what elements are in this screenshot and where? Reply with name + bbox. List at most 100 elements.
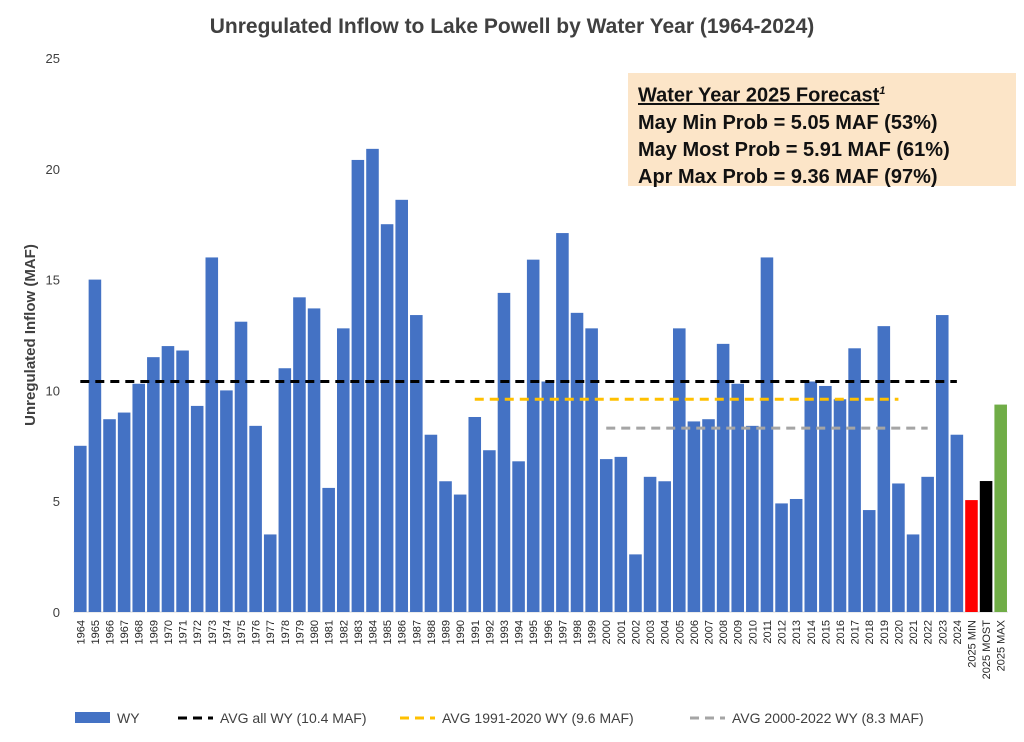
- x-tick-label: 2017: [850, 620, 862, 644]
- forecast-min-line: May Min Prob = 5.05 MAF (53%): [638, 111, 938, 134]
- bar-1990: [453, 494, 467, 612]
- bar-1997: [556, 233, 569, 612]
- bar-2022: [921, 476, 934, 612]
- bar-1978: [278, 368, 292, 612]
- x-tick-label: 1977: [265, 620, 277, 644]
- x-tick-label: 2019: [879, 620, 891, 644]
- x-tick-label: 1992: [484, 620, 496, 644]
- bar-1973: [205, 257, 219, 612]
- x-tick-label: 1966: [105, 620, 117, 644]
- x-tick-label: 1984: [367, 620, 379, 644]
- forecast-most-line: May Most Prob = 5.91 MAF (61%): [638, 138, 950, 161]
- x-tick-label: 1975: [236, 620, 248, 644]
- y-tick-label: 0: [53, 605, 60, 620]
- bar-1996: [541, 381, 555, 612]
- bar-2021: [906, 534, 920, 612]
- y-tick-label: 15: [46, 273, 60, 288]
- bar-1972: [190, 405, 204, 612]
- bar-2010: [746, 425, 759, 612]
- y-axis-label: Unregulated Inflow (MAF): [22, 244, 39, 426]
- bar-1967: [117, 412, 131, 612]
- bar-2003: [643, 476, 657, 612]
- y-tick-label: 10: [46, 383, 60, 398]
- bar-1966: [103, 419, 116, 612]
- bar-1985: [380, 224, 394, 612]
- x-tick-label: 1996: [543, 620, 555, 644]
- x-tick-label: 1971: [178, 620, 190, 644]
- bar-1969: [147, 357, 160, 612]
- bar-2002: [629, 554, 642, 612]
- x-tick-label: 2025 MIN: [966, 620, 978, 668]
- legend-swatch-0: [75, 712, 110, 723]
- x-tick-label: 1978: [280, 620, 292, 644]
- bar-2016: [833, 399, 847, 612]
- bar-2000: [599, 459, 613, 612]
- bar-1980: [307, 308, 321, 612]
- x-tick-label: 1990: [455, 620, 467, 644]
- x-tick-label: 1965: [90, 620, 102, 644]
- bar-1989: [439, 481, 452, 612]
- x-tick-label: 2007: [704, 620, 716, 644]
- bar-1998: [570, 312, 584, 612]
- x-tick-label: 2009: [733, 620, 745, 644]
- bar-2011: [760, 257, 774, 612]
- bar-2004: [658, 481, 671, 612]
- x-tick-label: 2018: [864, 620, 876, 644]
- x-tick-label: 1986: [397, 620, 409, 644]
- bar-1976: [249, 425, 262, 612]
- bar-1991: [468, 416, 482, 612]
- bar-2007: [702, 419, 715, 612]
- forecast-bar-2025-max: [994, 404, 1007, 612]
- bar-2017: [848, 348, 861, 612]
- bar-1964: [74, 445, 87, 612]
- x-tick-label: 2021: [908, 620, 920, 644]
- x-tick-label: 1991: [470, 620, 482, 644]
- x-tick-label: 2004: [660, 620, 672, 644]
- bar-2014: [804, 381, 818, 612]
- x-tick-label: 2000: [601, 620, 613, 644]
- x-tick-label: 2025 MAX: [996, 619, 1008, 671]
- x-tick-label: 1968: [134, 620, 146, 644]
- forecast-bar-2025-min: [965, 500, 978, 612]
- bar-1994: [512, 461, 525, 612]
- bar-2012: [775, 503, 788, 612]
- x-tick-label: 2008: [718, 620, 730, 644]
- bar-1992: [483, 450, 496, 612]
- x-tick-label: 2023: [937, 620, 949, 644]
- x-tick-label: 2016: [835, 620, 847, 644]
- x-tick-label: 1995: [528, 620, 540, 644]
- x-tick-label: 2022: [923, 620, 935, 644]
- x-tick-label: 2012: [777, 620, 789, 644]
- x-tick-label: 1976: [251, 620, 263, 644]
- forecast-annotation-box: Water Year 2025 Forecast1 May Min Prob =…: [628, 73, 1016, 188]
- bar-2023: [935, 315, 949, 612]
- x-tick-label: 2020: [893, 620, 905, 644]
- x-tick-label: 1983: [353, 620, 365, 644]
- x-tick-label: 1998: [572, 620, 584, 644]
- chart-title: Unregulated Inflow to Lake Powell by Wat…: [210, 15, 815, 38]
- x-tick-label: 1973: [207, 620, 219, 644]
- bar-1982: [336, 328, 350, 612]
- x-tick-label: 1979: [294, 620, 306, 644]
- y-tick-label: 5: [53, 494, 60, 509]
- x-tick-label: 2013: [791, 620, 803, 644]
- x-tick-label: 2025 MOST: [981, 620, 993, 680]
- bar-1983: [351, 159, 365, 612]
- x-tick-label: 1964: [75, 620, 87, 644]
- x-tick-label: 1985: [382, 620, 394, 644]
- x-tick-label: 2001: [616, 620, 628, 644]
- bar-2001: [614, 456, 628, 612]
- bar-1971: [176, 350, 189, 612]
- bar-1981: [322, 487, 335, 612]
- x-tick-label: 1982: [338, 620, 350, 644]
- x-tick-label: 1967: [119, 620, 131, 644]
- legend-label-0: WY: [117, 710, 140, 726]
- bar-1979: [293, 297, 306, 612]
- x-tick-label: 1981: [324, 620, 336, 644]
- y-tick-label: 25: [46, 51, 60, 66]
- x-tick-label: 1987: [411, 620, 423, 644]
- bar-2015: [819, 385, 832, 612]
- bar-2006: [687, 421, 701, 612]
- x-tick-label: 2005: [674, 620, 686, 644]
- x-tick-label: 1997: [557, 620, 569, 644]
